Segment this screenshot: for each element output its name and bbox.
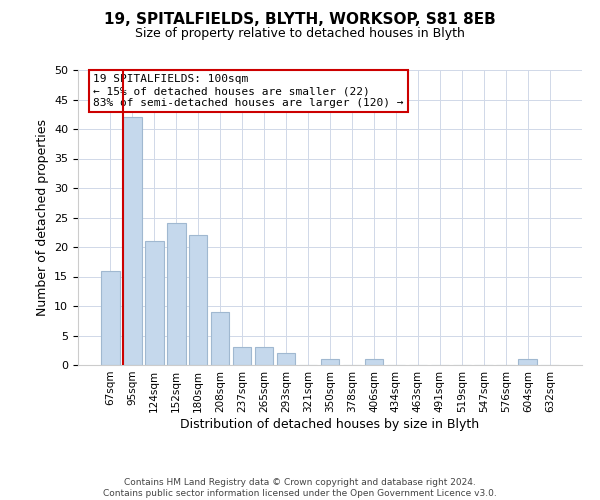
Bar: [189, 235, 208, 365]
Bar: [145, 241, 164, 365]
Text: 19, SPITALFIELDS, BLYTH, WORKSOP, S81 8EB: 19, SPITALFIELDS, BLYTH, WORKSOP, S81 8E…: [104, 12, 496, 28]
Text: 19 SPITALFIELDS: 100sqm
← 15% of detached houses are smaller (22)
83% of semi-de: 19 SPITALFIELDS: 100sqm ← 15% of detache…: [93, 74, 404, 108]
X-axis label: Distribution of detached houses by size in Blyth: Distribution of detached houses by size …: [181, 418, 479, 430]
Bar: [320, 359, 340, 365]
Bar: [167, 224, 185, 365]
Bar: [277, 353, 295, 365]
Text: Size of property relative to detached houses in Blyth: Size of property relative to detached ho…: [135, 28, 465, 40]
Bar: [211, 312, 229, 365]
Bar: [101, 270, 119, 365]
Bar: [518, 359, 537, 365]
Bar: [233, 348, 251, 365]
Bar: [123, 117, 142, 365]
Text: Contains HM Land Registry data © Crown copyright and database right 2024.
Contai: Contains HM Land Registry data © Crown c…: [103, 478, 497, 498]
Bar: [255, 348, 274, 365]
Y-axis label: Number of detached properties: Number of detached properties: [35, 119, 49, 316]
Bar: [365, 359, 383, 365]
